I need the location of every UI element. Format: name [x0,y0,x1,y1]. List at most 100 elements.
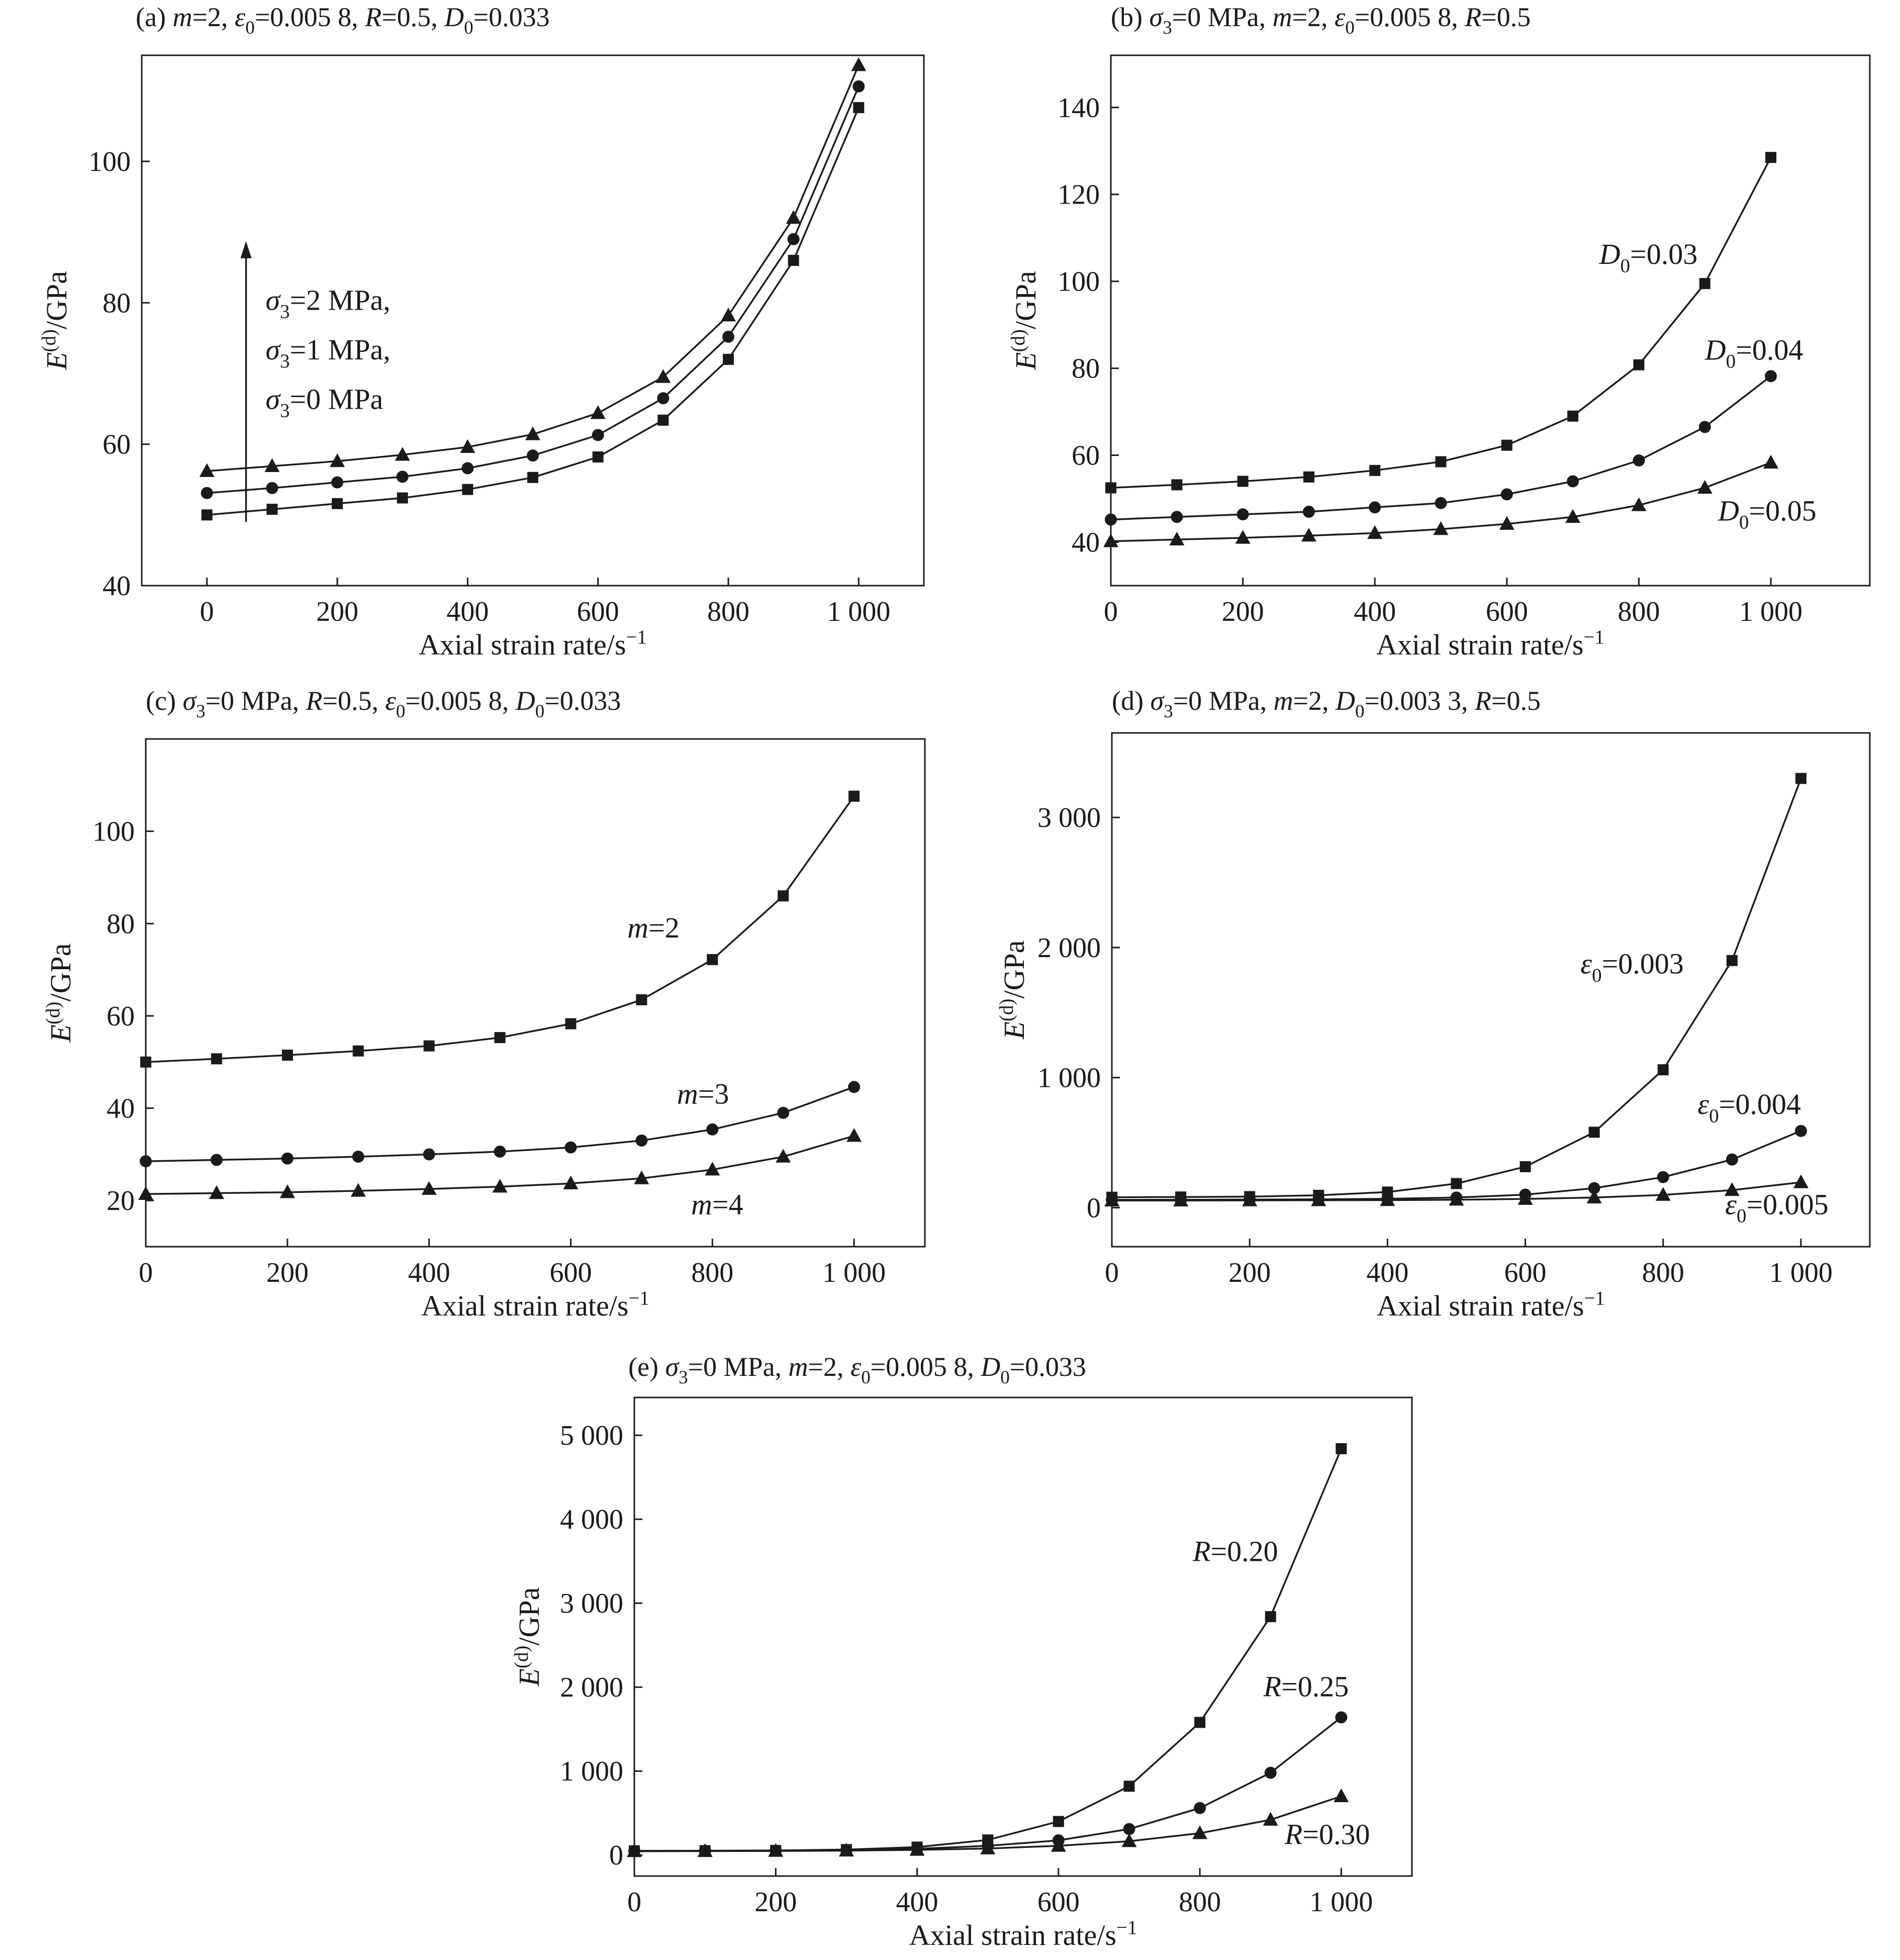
data-point [705,1162,720,1176]
data-point [657,414,669,426]
data-point [590,405,606,419]
x-tick-label: 800 [1618,596,1660,627]
panel-b-series-square [1105,152,1777,494]
data-point [494,1145,506,1158]
data-point [1367,525,1383,539]
annotation-label: ε0=0.005 [1725,1188,1829,1227]
data-point [1765,152,1777,163]
annotation-label: ε0=0.003 [1580,948,1684,986]
data-point [1657,1064,1669,1076]
data-point [527,449,539,462]
data-point [776,1149,791,1163]
data-point [1369,464,1381,476]
annotation-label: R=0.30 [1284,1818,1370,1851]
data-point [1302,505,1315,518]
panel-b-series-triangle [1103,454,1779,547]
y-tick-label: 3 000 [1037,802,1101,833]
panel-b-y-axis-label: E(d)/GPa [1007,271,1042,370]
panel-e-series-triangle [627,1788,1349,1857]
x-tick-label: 400 [896,1887,938,1918]
data-point [1657,1171,1669,1183]
data-point [201,487,213,499]
y-tick-label: 3 000 [560,1588,623,1619]
data-point [853,102,865,114]
data-point [636,994,647,1005]
data-point [423,1148,435,1161]
y-tick-label: 140 [1058,92,1100,124]
data-point [140,1155,152,1168]
data-point [635,1134,648,1147]
data-point [1565,509,1581,523]
data-point [1123,1781,1135,1792]
data-point [565,1018,577,1030]
data-point [851,57,867,71]
data-point [140,1056,151,1068]
y-tick-label: 0 [609,1840,623,1871]
panel-d-x-axis-label: Axial strain rate/s−1 [1377,1287,1605,1322]
data-point [1103,533,1118,547]
y-tick-label: 40 [103,571,131,602]
data-point [397,492,408,504]
x-tick-label: 800 [691,1257,733,1288]
data-point [909,1842,925,1856]
x-tick-label: 400 [1366,1257,1408,1288]
x-tick-label: 400 [446,596,489,627]
data-point [1237,476,1249,487]
data-point [525,426,540,440]
data-point [1724,1182,1740,1196]
data-point [266,504,278,515]
y-tick-label: 60 [103,429,131,460]
data-point [787,233,800,245]
panel-e-plot-frame [633,1396,1413,1877]
data-point [1763,454,1779,469]
x-tick-label: 200 [266,1257,309,1288]
data-point [657,392,670,405]
data-point [1194,1717,1206,1728]
panel-b-plot-frame [1110,54,1871,587]
data-point [1586,1189,1602,1203]
data-point [281,1049,293,1061]
panel-b: (b) σ3=0 MPa, m=2, ε0=0.005 8, R=0.5 0 200… [1007,2,1871,661]
data-point [980,1840,996,1854]
data-point [723,353,734,365]
data-point [461,462,474,475]
x-tick-label: 600 [577,596,619,627]
data-point [352,1150,364,1163]
x-tick-label: 1 000 [1309,1887,1373,1918]
data-point [788,254,799,266]
data-point [1303,471,1314,483]
data-point [264,458,280,472]
y-tick-label: 20 [107,1185,135,1217]
y-tick-label: 1 000 [560,1756,623,1787]
y-tick-label: 100 [88,146,131,177]
panel-a: (a) m=2, ε0=0.005 8, R=0.5, D0=0.033 0 200… [38,2,925,661]
increase-arrow [240,241,252,522]
annotation-label: R=0.25 [1263,1670,1349,1703]
data-point [211,1053,222,1065]
x-tick-label: 0 [1104,596,1118,627]
data-point [352,1045,364,1057]
data-point [460,439,476,453]
panel-d-title: (d) σ3=0 MPa, m=2, D0=0.003 3, R=0.5 [1112,686,1541,722]
data-point [1588,1127,1600,1138]
panel-c-title: (c) σ3=0 MPa, R=0.5, ε0=0.005 8, D0=0.03… [146,686,621,722]
panel-d: (d) σ3=0 MPa, m=2, D0=0.003 3, R=0.5 0 200… [996,686,1871,1322]
x-tick-label: 1 000 [1769,1257,1833,1288]
annotation-label: σ3=0 MPa [265,383,383,421]
data-point [1567,475,1579,488]
data-point [332,498,343,509]
data-point [1334,1788,1349,1803]
panel-b-series-circle [1105,370,1777,526]
data-point [1171,511,1183,523]
data-point [1194,1802,1206,1814]
data-point [1435,497,1447,509]
data-point [778,890,789,902]
data-point [1369,501,1381,514]
y-tick-label: 60 [1072,440,1100,472]
data-point [1237,508,1249,521]
x-tick-label: 0 [139,1257,153,1288]
data-point [786,210,801,224]
data-point [1263,1812,1278,1826]
data-point [421,1181,437,1195]
panel-c-plot-frame [145,738,926,1248]
